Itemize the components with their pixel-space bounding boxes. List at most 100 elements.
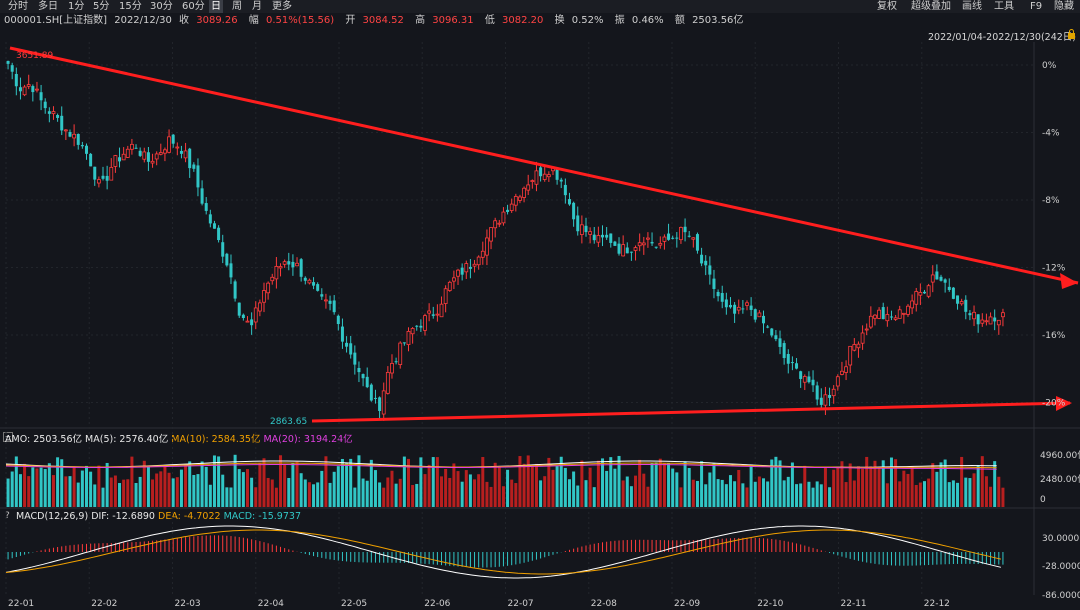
candle-body	[68, 132, 72, 137]
volume-bar	[126, 479, 130, 507]
candle-body	[741, 308, 745, 310]
candle-body	[658, 243, 663, 246]
hide-button[interactable]: 隐藏	[1054, 1, 1074, 12]
volume-bar	[485, 481, 489, 507]
draw-line-button[interactable]: 画线	[962, 1, 982, 12]
tools-button[interactable]: 工具	[994, 1, 1014, 12]
candle-body	[125, 148, 130, 158]
candle-body	[778, 338, 782, 347]
volume-bar	[159, 471, 163, 507]
candle-body	[567, 199, 571, 205]
candle-body	[910, 300, 915, 309]
volume-bar	[720, 479, 724, 507]
volume-bar	[716, 479, 720, 507]
candle-body	[328, 300, 332, 304]
volume-bar	[151, 479, 155, 507]
volume-bar	[225, 487, 229, 507]
volume-bar	[675, 472, 679, 507]
volume-bar	[419, 457, 423, 507]
candle-body	[431, 314, 435, 316]
f9-button[interactable]: F9	[1030, 1, 1043, 12]
candle-body	[361, 374, 365, 379]
candle-body	[675, 237, 679, 239]
volume-bar	[101, 487, 105, 507]
volume-bar	[782, 480, 786, 507]
volume-bar	[601, 458, 605, 507]
candle-body	[819, 397, 823, 405]
volume-bar	[109, 477, 113, 507]
candle-body	[956, 295, 960, 304]
volume-bar	[84, 465, 88, 507]
lock-icon[interactable]	[1067, 29, 1076, 39]
adjust-button[interactable]: 复权	[877, 1, 897, 12]
candle-body	[716, 291, 720, 297]
candle-body	[456, 269, 460, 277]
candle-body	[889, 316, 893, 318]
volume-bar	[861, 468, 865, 507]
candle-body	[89, 153, 93, 167]
macd-legend: MACD(12,26,9) DIF: -12.6890 DEA: -4.7022…	[16, 511, 301, 522]
volume-bar	[175, 477, 179, 507]
tab-day[interactable]: 日	[209, 0, 223, 13]
volume-bar	[328, 482, 332, 507]
candle-body	[208, 214, 212, 224]
tab-30min[interactable]: 30分	[150, 1, 173, 12]
volume-bar	[303, 479, 307, 507]
candle-body	[584, 225, 588, 233]
volume-bar	[493, 462, 497, 507]
candle-body	[621, 244, 626, 257]
volume-bar	[551, 469, 555, 507]
tab-intraday[interactable]: 分时	[8, 1, 28, 12]
candle-body	[807, 376, 811, 383]
volume-bar	[873, 460, 877, 507]
volume-bar	[394, 483, 398, 507]
candle-body	[802, 376, 807, 383]
volume-bar	[320, 470, 324, 507]
turnover-value: 0.52%	[571, 15, 604, 26]
dif-line	[5, 525, 1002, 579]
tab-15min[interactable]: 15分	[119, 1, 142, 12]
volume-bar	[287, 478, 291, 507]
volume-bar	[555, 466, 559, 507]
tab-60min[interactable]: 60分	[182, 1, 205, 12]
candle-body	[844, 366, 848, 373]
candle-body	[378, 397, 382, 411]
tab-5min[interactable]: 5分	[93, 1, 110, 12]
candle-body	[171, 134, 175, 144]
help-icon[interactable]: ?	[5, 511, 10, 521]
candle-body	[501, 211, 506, 224]
tab-multi-day[interactable]: 多日	[38, 1, 58, 12]
support-trendline	[311, 401, 1071, 423]
volume-bar	[972, 473, 976, 507]
volume-bar	[340, 458, 344, 507]
candle-body	[980, 319, 985, 324]
volume-bar	[353, 487, 357, 507]
overlay-button[interactable]: 超级叠加	[911, 1, 951, 12]
volume-bar	[64, 476, 68, 507]
tab-week[interactable]: 周	[232, 1, 242, 12]
tab-month[interactable]: 月	[252, 1, 262, 12]
volume-bar	[877, 467, 881, 507]
low-marker: 2863.65	[270, 417, 307, 427]
candle-body	[633, 247, 638, 251]
candle-body	[588, 231, 593, 235]
volume-bar	[667, 463, 671, 507]
volume-bar	[142, 460, 146, 507]
volume-bar	[118, 483, 122, 507]
candle-body	[712, 278, 716, 289]
volume-bar	[539, 480, 543, 507]
volume-bar	[427, 464, 431, 507]
candle-body	[93, 166, 97, 180]
candle-body	[923, 291, 927, 294]
candle-body	[596, 235, 601, 243]
collapse-volume-icon[interactable]: −	[3, 432, 13, 442]
candle-body	[555, 169, 559, 180]
candle-body	[592, 234, 596, 241]
candle-body	[662, 236, 667, 242]
tab-1min[interactable]: 1分	[68, 1, 85, 12]
tab-more[interactable]: 更多	[272, 1, 292, 12]
candle-body	[700, 254, 704, 264]
candle-body	[179, 150, 183, 154]
volume-bar	[712, 462, 716, 507]
